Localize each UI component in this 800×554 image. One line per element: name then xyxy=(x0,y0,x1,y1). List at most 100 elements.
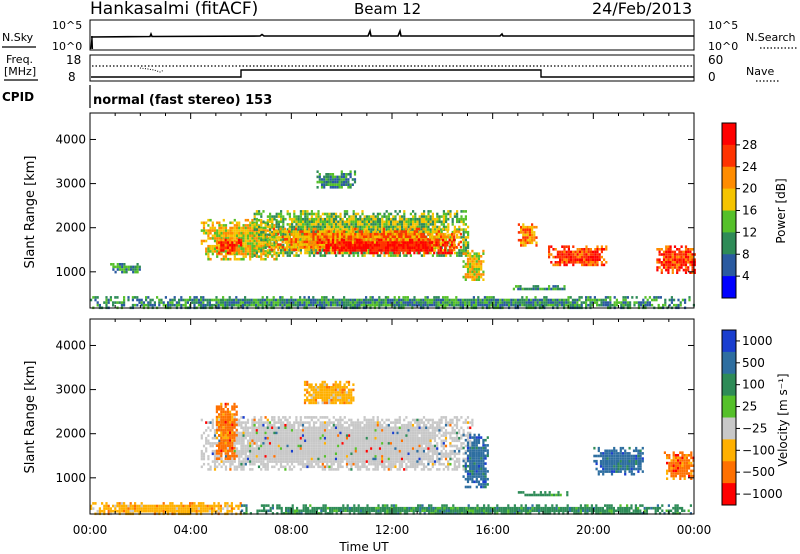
power-cell xyxy=(431,235,434,239)
power-cell xyxy=(360,301,363,304)
power-cell xyxy=(336,303,339,307)
power-cell xyxy=(429,223,432,226)
power-cell xyxy=(215,241,218,244)
vel-cell xyxy=(158,504,161,508)
power-cell xyxy=(290,248,293,252)
power-cell xyxy=(427,230,430,234)
power-cell xyxy=(554,261,557,264)
power-cell xyxy=(262,246,265,250)
vel-cell xyxy=(134,509,137,513)
power-cell xyxy=(389,238,392,241)
power-cell xyxy=(294,227,297,231)
power-cell xyxy=(336,230,339,233)
power-cell xyxy=(531,241,534,245)
vel-cell xyxy=(386,506,389,510)
power-cell xyxy=(429,230,432,234)
power-cell xyxy=(151,298,154,302)
vel-cell xyxy=(428,504,431,507)
power-cell xyxy=(651,303,654,307)
power-cell xyxy=(475,275,478,279)
power-cell xyxy=(665,261,668,264)
power-cell xyxy=(358,230,361,233)
power-colorbar-swatch xyxy=(722,210,736,233)
power-cell xyxy=(323,243,326,246)
power-cell xyxy=(578,296,581,299)
power-cell xyxy=(337,220,340,224)
power-cell xyxy=(687,248,690,251)
power-cell xyxy=(426,241,429,244)
power-cell xyxy=(548,248,551,251)
vel-cell xyxy=(417,506,420,510)
power-cell xyxy=(169,298,172,302)
power-cell xyxy=(362,243,365,247)
power-cell xyxy=(435,238,438,242)
power-cell xyxy=(314,243,317,246)
power-cell xyxy=(286,233,289,237)
power-cell xyxy=(257,224,261,227)
power-cell xyxy=(373,251,376,255)
power-cell xyxy=(604,298,607,302)
power-cell xyxy=(339,228,342,231)
power-cell xyxy=(433,301,436,304)
power-cell xyxy=(268,301,271,304)
power-cell xyxy=(684,271,688,274)
power-cell xyxy=(434,228,437,231)
power-cell xyxy=(162,303,165,307)
power-cell xyxy=(556,263,559,267)
power-cell xyxy=(345,183,348,186)
power-cell xyxy=(336,243,339,247)
power-cell xyxy=(451,232,454,236)
power-cell xyxy=(409,223,412,226)
power-cell xyxy=(437,238,440,242)
power-cell xyxy=(558,303,561,307)
power-cell xyxy=(585,301,588,304)
power-cell xyxy=(136,270,139,274)
power-cell xyxy=(447,217,450,221)
nave-label: Nave xyxy=(746,65,774,78)
power-cell xyxy=(328,217,331,221)
power-cell xyxy=(352,225,355,229)
power-cell xyxy=(325,235,328,239)
power-cell xyxy=(669,258,672,261)
power-cell xyxy=(98,303,101,307)
power-cell xyxy=(462,275,465,279)
power-cell xyxy=(362,303,365,307)
power-cell xyxy=(342,180,346,184)
power-cell xyxy=(293,220,296,224)
vel-cell xyxy=(129,509,132,513)
power-cell xyxy=(218,231,221,235)
power-cell xyxy=(368,220,371,224)
power-cell xyxy=(626,296,629,299)
vel-cell xyxy=(472,509,475,513)
power-cell xyxy=(242,229,245,232)
power-cell xyxy=(297,235,300,239)
power-cell xyxy=(327,183,330,186)
power-cell xyxy=(691,253,694,256)
power-cell xyxy=(360,235,363,239)
power-cell xyxy=(387,296,390,299)
power-cell xyxy=(370,225,373,229)
power-cell xyxy=(678,250,681,254)
power-cell xyxy=(342,183,346,186)
power-cell xyxy=(365,217,368,221)
power-cell xyxy=(363,235,366,239)
power-cell xyxy=(381,228,384,231)
power-cell xyxy=(472,303,475,307)
power-cell xyxy=(481,298,484,302)
power-cell xyxy=(275,254,278,257)
power-cell xyxy=(338,241,341,244)
vel-cell xyxy=(285,512,288,515)
power-cell xyxy=(262,250,265,253)
power-cell xyxy=(264,257,267,261)
power-cell xyxy=(526,225,529,229)
power-cell xyxy=(548,245,551,248)
power-cell xyxy=(334,246,337,250)
power-cell xyxy=(585,245,588,248)
power-cell xyxy=(665,268,668,272)
power-cell xyxy=(292,243,295,246)
power-cell xyxy=(299,225,302,229)
power-cell xyxy=(407,225,410,229)
power-cell xyxy=(314,245,317,249)
power-cell xyxy=(578,298,581,302)
power-cell xyxy=(238,247,241,251)
